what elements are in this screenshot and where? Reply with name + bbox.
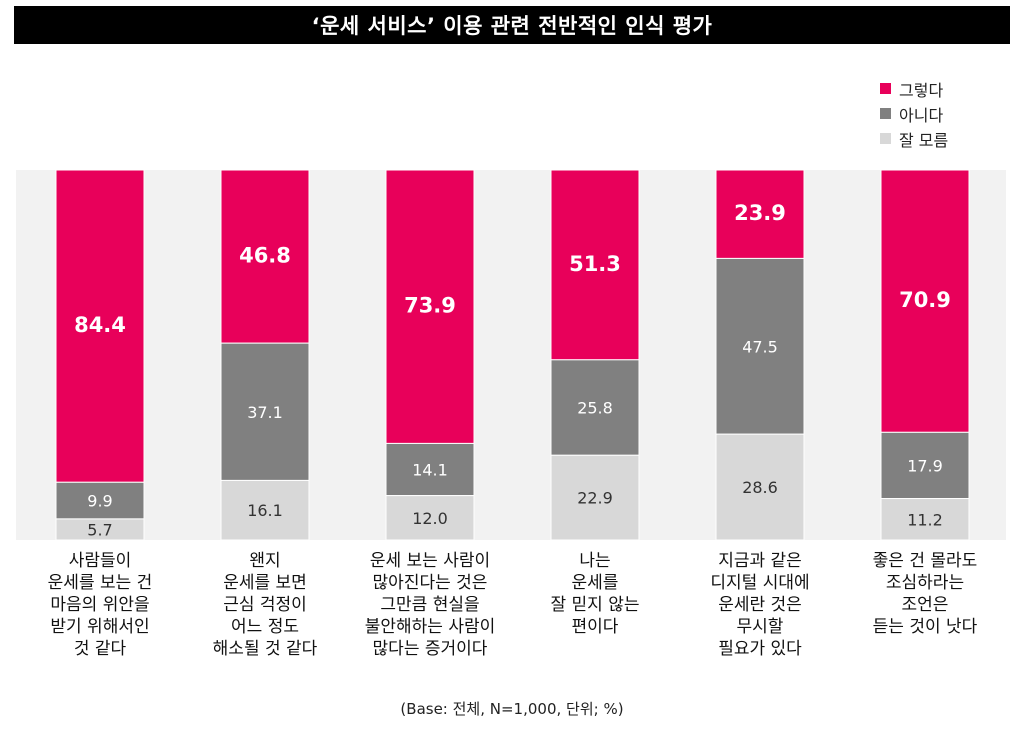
bar-unknown-1	[220, 479, 310, 541]
data-label-unknown-1: 16.1	[247, 501, 283, 520]
bar-unknown-0	[55, 518, 145, 541]
category-label-1: 왠지 운세를 보면 근심 걱정이 어느 정도 해소될 것 같다	[212, 551, 318, 659]
bar-unknown-3	[550, 454, 640, 541]
legend-item-yes: 그렇다	[880, 76, 948, 101]
data-label-yes-4: 23.9	[734, 201, 786, 225]
bar-no-3	[550, 359, 640, 456]
data-label-yes-1: 46.8	[239, 244, 291, 268]
data-label-no-2: 14.1	[412, 461, 448, 480]
legend-swatch-unknown	[880, 133, 891, 144]
data-label-unknown-5: 11.2	[907, 510, 943, 529]
chart-title: ‘운세 서비스’ 이용 관련 전반적인 인식 평가	[14, 6, 1010, 44]
bar-yes-4	[715, 169, 805, 259]
legend-swatch-no	[880, 108, 891, 119]
bar-no-2	[385, 442, 475, 497]
data-label-no-4: 47.5	[742, 337, 778, 356]
plot-area	[16, 170, 1006, 540]
legend: 그렇다 아니다 잘 모름	[880, 76, 948, 151]
bar-no-0	[55, 481, 145, 520]
legend-swatch-yes	[880, 83, 891, 94]
legend-label-yes: 그렇다	[899, 80, 944, 100]
bar-no-4	[715, 257, 805, 435]
bar-yes-5	[880, 169, 970, 433]
bar-unknown-4	[715, 433, 805, 541]
legend-item-unknown: 잘 모름	[880, 126, 948, 151]
data-label-unknown-4: 28.6	[742, 478, 778, 497]
bar-no-1	[220, 342, 310, 481]
bar-unknown-5	[880, 498, 970, 541]
data-label-unknown-3: 22.9	[577, 489, 613, 508]
data-label-unknown-2: 12.0	[412, 509, 448, 528]
bar-yes-1	[220, 169, 310, 344]
category-label-0: 사람들이 운세를 보는 건 마음의 위안을 받기 위해서인 것 같다	[47, 551, 153, 659]
bar-yes-2	[385, 169, 475, 444]
data-label-no-0: 9.9	[87, 492, 112, 511]
category-label-5: 좋은 건 몰라도 조심하라는 조언은 듣는 것이 낫다	[872, 551, 978, 637]
footnote: (Base: 전체, N=1,000, 단위; %)	[400, 700, 624, 718]
bar-yes-3	[550, 169, 640, 361]
category-label-2: 운세 보는 사람이 많아진다는 것은 그만큼 현실을 불안해하는 사람이 많다는…	[364, 551, 496, 659]
category-label-4: 지금과 같은 디지털 시대에 운세란 것은 무시할 필요가 있다	[710, 551, 810, 659]
data-label-yes-0: 84.4	[74, 313, 126, 337]
data-label-no-3: 25.8	[577, 399, 613, 418]
legend-label-no: 아니다	[899, 105, 944, 125]
data-label-no-5: 17.9	[907, 456, 943, 475]
category-label-3: 나는 운세를 잘 믿지 않는 편이다	[550, 551, 640, 637]
data-label-yes-3: 51.3	[569, 252, 621, 276]
data-label-yes-2: 73.9	[404, 294, 456, 318]
data-label-no-1: 37.1	[247, 403, 283, 422]
bar-yes-0	[55, 169, 145, 483]
data-label-unknown-0: 5.7	[87, 520, 112, 539]
legend-item-no: 아니다	[880, 101, 948, 126]
data-label-yes-5: 70.9	[899, 288, 951, 312]
bar-unknown-2	[385, 495, 475, 541]
bar-no-5	[880, 431, 970, 500]
legend-label-unknown: 잘 모름	[899, 130, 949, 150]
